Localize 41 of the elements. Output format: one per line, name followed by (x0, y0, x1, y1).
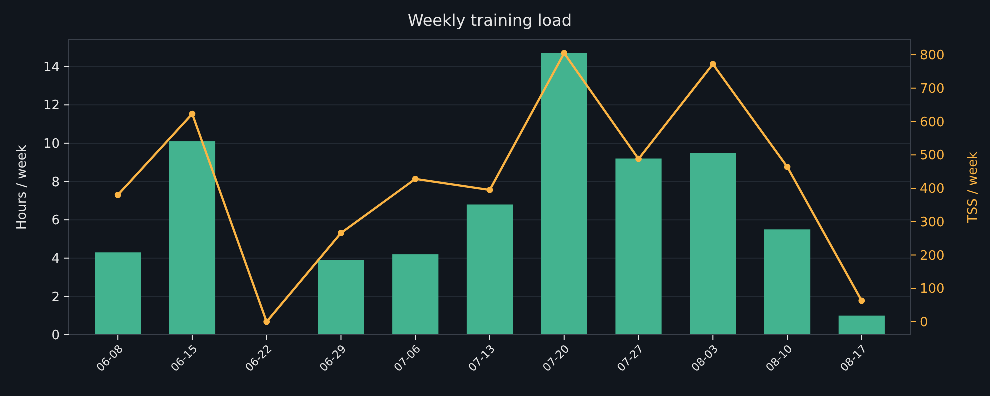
y-tick-label: 0 (52, 328, 60, 344)
y-tick-label: 12 (43, 98, 60, 114)
bar (95, 252, 142, 335)
bar (541, 53, 588, 335)
point (486, 186, 494, 194)
y2-tick-label: 700 (920, 82, 945, 97)
point (114, 192, 122, 198)
point (858, 298, 866, 304)
y-tick-label: 14 (43, 60, 60, 76)
point (561, 50, 568, 57)
y-tick-label: 10 (43, 136, 60, 152)
bar (690, 153, 736, 335)
y2-axis-title: TSS / week (966, 151, 981, 224)
point (338, 230, 344, 236)
point (264, 318, 270, 326)
bar (838, 316, 885, 335)
point (784, 164, 791, 170)
point (636, 156, 642, 162)
chart-title: Weekly training load (408, 11, 572, 30)
bar (616, 158, 662, 335)
bar (392, 254, 439, 335)
y-axis-title: Hours / week (15, 144, 30, 230)
y2-tick-label: 0 (920, 316, 928, 331)
y-tick-label: 4 (52, 252, 60, 267)
y2-tick-label: 100 (920, 282, 945, 298)
y-tick-label: 6 (52, 214, 60, 229)
y2-tick-label: 800 (920, 48, 945, 64)
point (189, 110, 196, 118)
y-tick-label: 2 (52, 290, 60, 306)
point (412, 176, 419, 182)
y2-tick-label: 300 (920, 215, 945, 230)
y2-tick-label: 200 (920, 248, 945, 264)
y-tick-label: 8 (52, 175, 60, 190)
bar (764, 230, 811, 335)
y2-tick-label: 400 (920, 182, 945, 198)
point (710, 61, 716, 68)
bar (169, 142, 216, 335)
y2-tick-label: 600 (920, 115, 945, 130)
bar (466, 204, 514, 335)
bar (318, 260, 364, 335)
y2-tick-label: 500 (920, 148, 945, 164)
